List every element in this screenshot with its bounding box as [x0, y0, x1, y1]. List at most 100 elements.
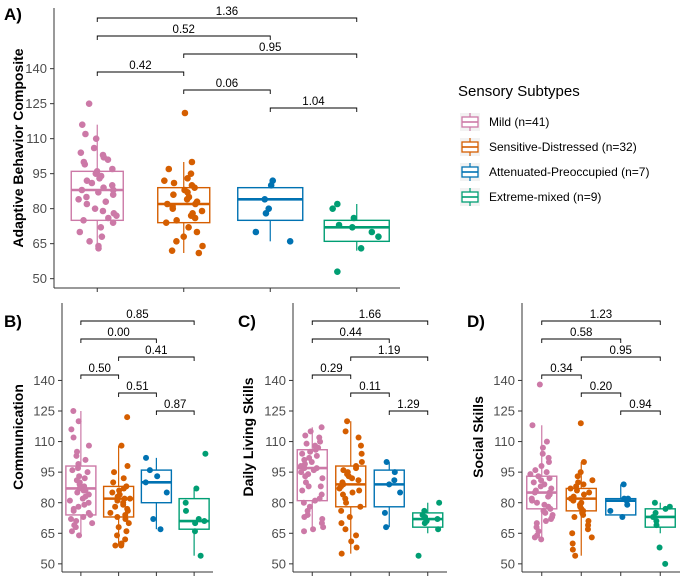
bracket-line — [183, 89, 271, 94]
data-point — [571, 513, 578, 520]
legend-label: Attenuated-Preoccupied (n=7) — [489, 165, 649, 179]
data-point — [650, 513, 657, 520]
data-point — [572, 552, 579, 559]
bracket-line — [311, 338, 390, 343]
box-sensitive-distressed — [565, 420, 597, 559]
data-point — [102, 198, 110, 205]
data-point — [163, 200, 171, 208]
comparison-bracket: 1.04 — [269, 96, 358, 112]
box-extreme-mixed — [412, 499, 444, 559]
comparison-bracket: 1.29 — [388, 399, 429, 415]
bracket-label: 0.51 — [126, 381, 148, 393]
data-point — [368, 228, 376, 236]
data-point — [81, 501, 88, 508]
data-point — [122, 536, 129, 543]
y-tick-label: 50 — [41, 556, 55, 571]
bracket-line — [350, 356, 429, 361]
y-tick-label: 65 — [272, 526, 286, 541]
box-attenuated-preoccupied — [140, 454, 173, 533]
bracket-label: 0.94 — [629, 399, 652, 411]
data-point — [529, 422, 536, 429]
box-iqr — [373, 469, 405, 508]
data-point — [301, 465, 308, 472]
data-point — [104, 156, 112, 163]
y-tick-label: 125 — [33, 404, 55, 419]
data-point — [125, 520, 132, 527]
data-point — [70, 434, 77, 441]
comparison-bracket: 0.50 — [80, 363, 120, 379]
data-point — [357, 442, 364, 449]
data-point — [538, 477, 545, 484]
box-attenuated-preoccupied — [373, 458, 405, 531]
data-point — [183, 196, 191, 203]
legend-label: Extreme-mixed (n=9) — [489, 190, 601, 204]
data-point — [143, 454, 150, 461]
data-point — [527, 471, 534, 478]
data-point — [195, 249, 203, 257]
data-point — [531, 534, 538, 541]
data-point — [193, 485, 200, 492]
bracket-line — [96, 17, 358, 22]
box-mild — [296, 424, 328, 535]
data-point — [357, 503, 364, 510]
box-mild — [70, 100, 124, 252]
data-point — [162, 219, 170, 226]
bracket-label: 0.00 — [107, 327, 129, 339]
data-point — [353, 532, 360, 539]
data-point — [580, 511, 587, 518]
comparison-bracket: 0.95 — [183, 42, 358, 58]
box-sensitive-distressed — [335, 418, 367, 557]
data-point — [348, 224, 356, 231]
data-point — [78, 186, 86, 194]
data-point — [580, 481, 587, 488]
y-tick-label: 140 — [493, 373, 515, 388]
box-extreme-mixed — [323, 200, 390, 275]
bracket-line — [580, 392, 622, 397]
data-point — [343, 499, 350, 506]
data-point — [569, 540, 576, 547]
box-mild — [526, 381, 558, 543]
y-tick-label: 110 — [26, 131, 47, 146]
comparison-bracket: 0.29 — [311, 363, 352, 379]
data-point — [120, 475, 127, 482]
y-tick-label: 80 — [41, 495, 55, 510]
bracket-line — [311, 320, 429, 325]
data-point — [91, 205, 99, 212]
data-point — [350, 214, 358, 222]
data-point — [539, 444, 546, 451]
data-point — [92, 170, 100, 177]
legend-item: Attenuated-Preoccupied (n=7) — [460, 163, 649, 181]
panel-label: C) — [238, 312, 256, 331]
y-tick-label: 140 — [25, 61, 47, 76]
panel-c: C) Daily Living Skills 50 65 80 95 110 125 140 1.… — [238, 303, 447, 576]
data-point — [302, 473, 309, 480]
bracket-label: 1.29 — [397, 399, 419, 411]
comparison-bracket: 0.58 — [541, 327, 622, 343]
data-point — [538, 463, 545, 470]
legend-items: Mild (n=41) Sensitive-Distressed (n=32) At… — [460, 113, 649, 206]
data-point — [397, 489, 404, 496]
comparison-bracket: 0.85 — [80, 309, 195, 325]
comparison-bracket: 0.34 — [541, 363, 582, 379]
data-point — [202, 450, 209, 457]
panel-label: D) — [467, 312, 485, 331]
data-point — [300, 499, 307, 506]
data-point — [543, 469, 550, 476]
bracket-label: 0.52 — [173, 24, 195, 36]
y-tick-label: 50 — [501, 556, 515, 571]
data-point — [574, 473, 581, 480]
y-axis-title: Daily Living Skills — [240, 377, 256, 496]
data-point — [68, 516, 75, 523]
data-point — [82, 487, 89, 494]
data-point — [89, 520, 96, 527]
data-point — [201, 518, 208, 525]
y-tick-label: 95 — [501, 465, 515, 480]
data-point — [72, 524, 79, 531]
data-point — [656, 544, 663, 551]
data-point — [375, 233, 382, 240]
data-point — [92, 135, 100, 142]
data-point — [75, 465, 82, 472]
comparison-bracket: 0.87 — [155, 399, 195, 415]
data-point — [83, 177, 91, 184]
data-point — [115, 524, 122, 531]
